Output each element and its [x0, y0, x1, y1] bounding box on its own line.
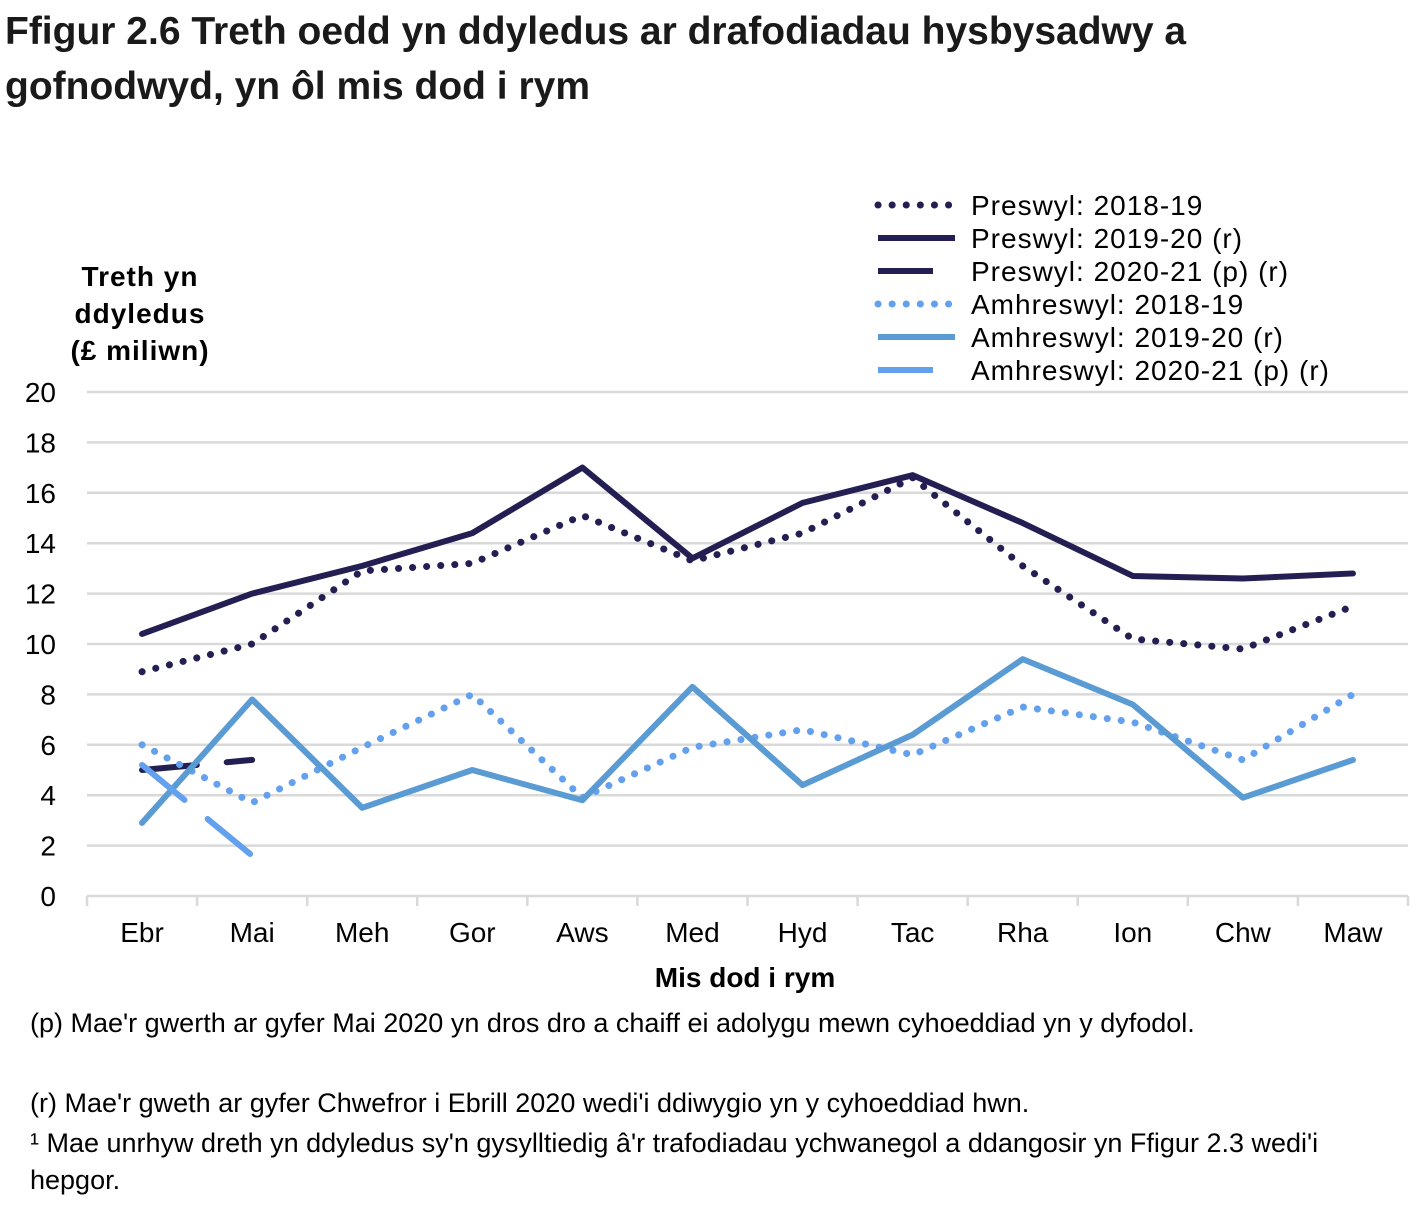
x-tick-label: Chw: [1215, 917, 1272, 948]
y-tick-label: 10: [25, 629, 56, 660]
y-tick-label: 0: [40, 881, 56, 912]
y-axis-label-line: ddyledus: [74, 298, 206, 329]
x-tick-label: Gor: [449, 917, 496, 948]
x-tick-label: Ion: [1113, 917, 1152, 948]
y-tick-label: 20: [25, 377, 56, 408]
series-line: [138, 474, 1357, 676]
y-axis-label-line: (£ miliwn): [70, 335, 210, 366]
y-tick-label: 8: [40, 679, 56, 710]
x-tick-label: Hyd: [778, 917, 828, 948]
y-tick-label: 16: [25, 478, 56, 509]
series-line: [139, 464, 1356, 637]
y-tick-label: 4: [40, 780, 56, 811]
legend-label: Preswyl: 2019-20 (r): [971, 223, 1243, 254]
x-tick-label: Med: [665, 917, 719, 948]
y-tick-label: 14: [25, 528, 56, 559]
footnote-1: ¹ Mae unrhyw dreth yn ddyledus sy'n gysy…: [30, 1128, 1319, 1195]
x-tick-label: Ebr: [120, 917, 164, 948]
chart-title: Ffigur 2.6 Treth oedd yn ddyledus ar dra…: [5, 10, 1187, 108]
y-tick-label: 6: [40, 730, 56, 761]
x-axis-label: Mis dod i rym: [654, 962, 836, 993]
series-line: [139, 656, 1356, 826]
legend-label: Amhreswyl: 2020-21 (p) (r): [971, 355, 1330, 386]
legend-label: Preswyl: 2020-21 (p) (r): [971, 256, 1289, 287]
x-tick-label: Maw: [1323, 917, 1383, 948]
series-line: [138, 690, 1357, 807]
x-tick-label: Tac: [891, 917, 935, 948]
y-tick-label: 2: [40, 831, 56, 862]
y-tick-label: 12: [25, 579, 56, 610]
x-tick-label: Meh: [335, 917, 389, 948]
legend-label: Amhreswyl: 2019-20 (r): [971, 322, 1284, 353]
y-axis-label: Treth yn ddyledus (£ miliwn): [40, 258, 240, 369]
x-tick-label: Rha: [997, 917, 1049, 948]
legend-label: Preswyl: 2018-19: [971, 190, 1203, 221]
x-tick-label: Aws: [556, 917, 608, 948]
footnote-r: (r) Mae'r gweth ar gyfer Chwefror i Ebri…: [30, 1088, 1030, 1118]
y-tick-label: 18: [25, 427, 56, 458]
x-tick-label: Mai: [230, 917, 275, 948]
legend-label: Amhreswyl: 2018-19: [971, 289, 1244, 320]
footnote-p: (p) Mae'r gwerth ar gyfer Mai 2020 yn dr…: [30, 1008, 1195, 1038]
y-axis-label-line: Treth yn: [81, 261, 199, 292]
series-line: [139, 761, 256, 859]
